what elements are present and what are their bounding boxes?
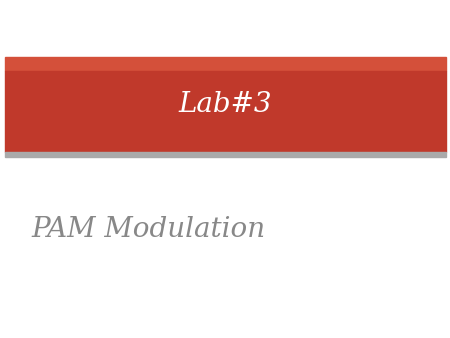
Text: Lab#3: Lab#3 bbox=[178, 91, 272, 118]
Text: PAM Modulation: PAM Modulation bbox=[32, 216, 266, 243]
Bar bbox=[4, 57, 446, 71]
Bar bbox=[4, 152, 446, 157]
Bar bbox=[4, 71, 446, 152]
